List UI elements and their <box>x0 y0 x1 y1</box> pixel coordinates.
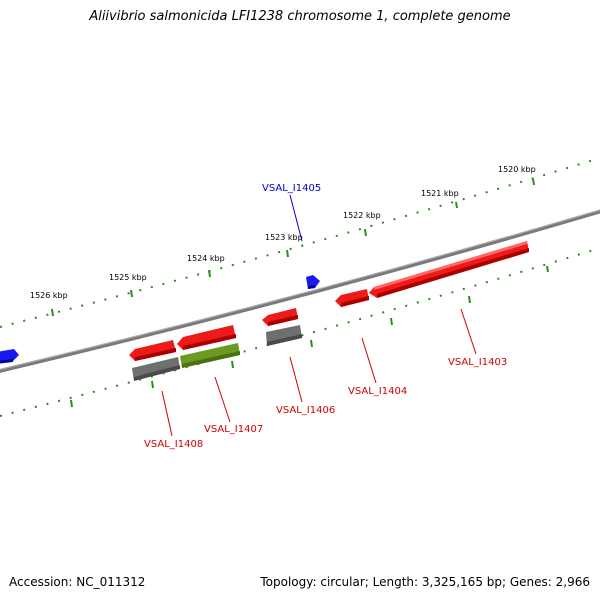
leader-line-vsal-i1407 <box>214 376 231 423</box>
scale-label-1524: 1524 kbp <box>187 254 225 263</box>
gene-feature-vsal-i1406-gray[interactable] <box>266 325 302 346</box>
gene-feature-vsal-i1407-olive[interactable] <box>180 343 240 368</box>
lower-major-ticks <box>70 265 549 408</box>
scale-label-1520: 1520 kbp <box>498 165 536 174</box>
gene-label-vsal-i1405[interactable]: VSAL_I1405 <box>262 183 321 194</box>
gene-feature-vsal-i1408-red[interactable] <box>129 340 176 361</box>
gene-label-vsal-i1406[interactable]: VSAL_I1406 <box>276 405 335 416</box>
gene-label-vsal-i1408[interactable]: VSAL_I1408 <box>144 439 203 450</box>
gene-feature-vsal-i1403[interactable] <box>369 241 529 298</box>
gene-feature-vsal-i1406-red[interactable] <box>262 308 298 326</box>
genome-summary-text: Topology: circular; Length: 3,325,165 bp… <box>260 575 590 589</box>
genome-title: Aliivibrio salmonicida LFI1238 chromosom… <box>89 9 511 24</box>
gene-label-vsal-i1404[interactable]: VSAL_I1404 <box>348 386 407 397</box>
gene-feature-vsal-i1404[interactable] <box>335 289 369 307</box>
leader-line-vsal-i1404 <box>361 337 377 384</box>
chromosome-backbone <box>0 209 600 373</box>
upper-major-ticks <box>51 178 535 317</box>
gene-feature-vsal-i1407-red[interactable] <box>177 325 236 350</box>
leader-line-vsal-i1408 <box>161 390 173 437</box>
gene-label-vsal-i1407[interactable]: VSAL_I1407 <box>204 424 263 435</box>
scale-label-1522: 1522 kbp <box>343 211 381 220</box>
scale-label-1523: 1523 kbp <box>265 233 303 242</box>
leader-line-vsal-i1405 <box>289 194 303 242</box>
gene-feature-vsal-i1405[interactable] <box>306 275 320 289</box>
scale-label-1521: 1521 kbp <box>421 189 459 198</box>
scale-label-1525: 1525 kbp <box>109 273 147 282</box>
gene-label-vsal-i1403[interactable]: VSAL_I1403 <box>448 357 507 368</box>
chromosome-backbone-highlight <box>0 209 600 370</box>
gene-feature-vsal-i1408-gray[interactable] <box>132 357 180 381</box>
gene-feature-left-blue[interactable] <box>0 349 19 364</box>
leader-line-vsal-i1406 <box>289 356 303 403</box>
scale-label-1526: 1526 kbp <box>30 291 68 300</box>
accession-text: Accession: NC_011312 <box>9 575 146 589</box>
leader-line-vsal-i1403 <box>460 308 477 355</box>
